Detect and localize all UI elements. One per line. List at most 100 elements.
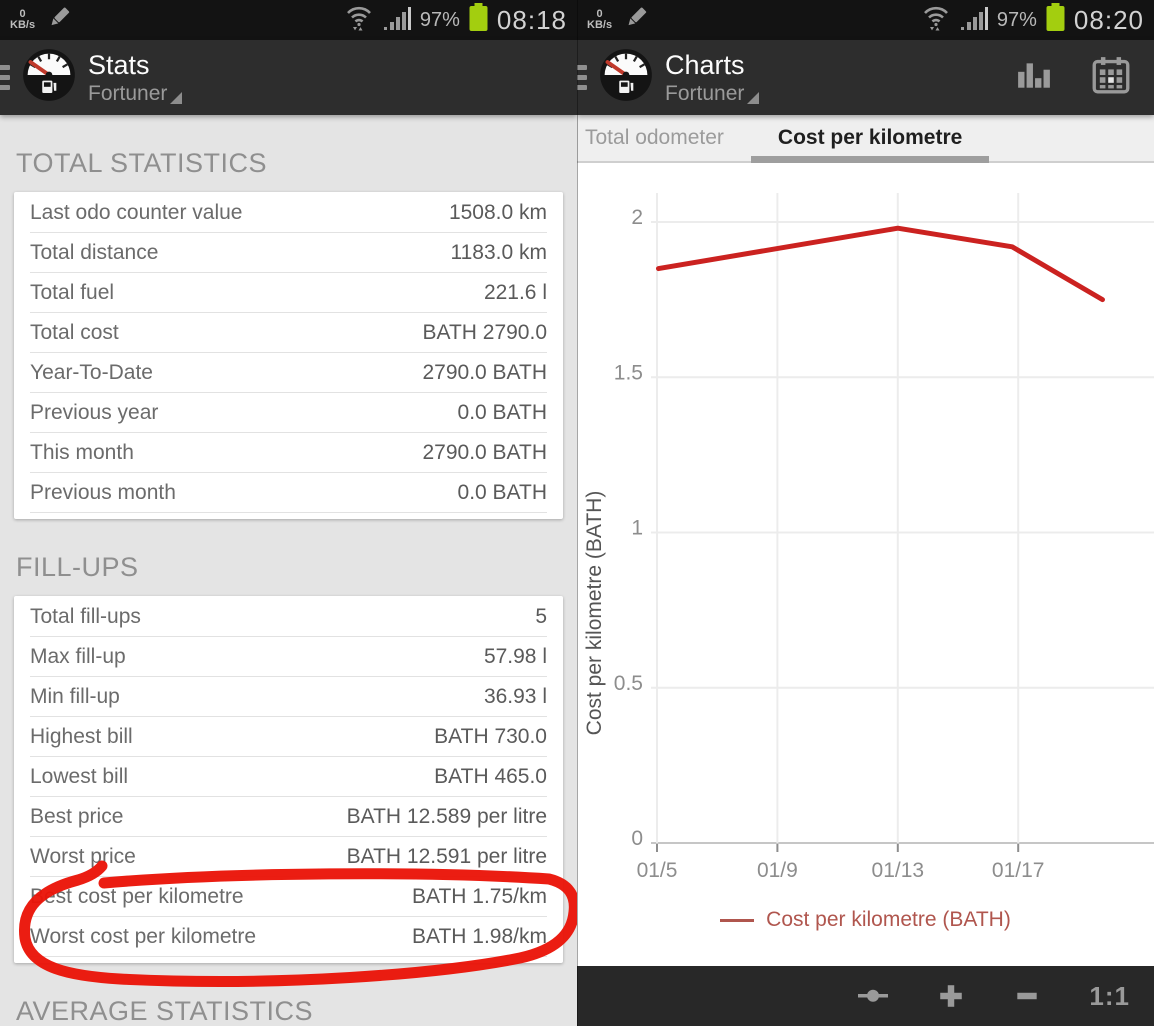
- stat-label: Lowest bill: [30, 764, 129, 788]
- stat-value: 1183.0 km: [450, 240, 548, 264]
- zoom-out-icon[interactable]: [1013, 982, 1041, 1010]
- network-speed-indicator: 0 KB/s: [10, 8, 36, 31]
- cost-per-kilometre-chart[interactable]: 0 0.5 1 1.5 2 01/5 01/9 01/13 01/17 Cost per kilo…: [577, 163, 1154, 966]
- chart-toolbar: 1:1: [577, 966, 1154, 1026]
- status-bar: 0 KB/s: [0, 0, 577, 40]
- stat-label: Max fill-up: [30, 644, 126, 668]
- svg-text:0: 0: [631, 827, 643, 850]
- svg-text:2: 2: [631, 206, 643, 229]
- status-bar: 0 KB/s: [577, 0, 1154, 40]
- clock-text: 08:20: [1073, 4, 1144, 35]
- calendar-icon[interactable]: [1092, 56, 1130, 99]
- stat-value: BATH 730.0: [434, 724, 547, 748]
- stat-row: Total fuel 221.6 l: [30, 273, 547, 313]
- data-pencil-icon: [624, 5, 648, 36]
- stat-label: Total distance: [30, 240, 159, 264]
- bar-chart-icon[interactable]: [1016, 59, 1052, 96]
- svg-text:Cost per kilometre (BATH): Cost per kilometre (BATH): [583, 491, 606, 736]
- stat-label: Previous year: [30, 400, 159, 424]
- wifi-icon: [344, 4, 374, 37]
- battery-percent-text: 97%: [419, 8, 460, 31]
- battery-icon: [469, 3, 488, 37]
- data-pencil-icon: [47, 5, 71, 36]
- stat-row: Previous month 0.0 BATH: [30, 473, 547, 513]
- stats-card: Last odo counter value 1508.0 km Total dis…: [14, 192, 563, 519]
- stat-label: Previous month: [30, 480, 176, 504]
- signal-strength-icon: [383, 5, 411, 36]
- stat-label: Best cost per kilometre: [30, 884, 244, 908]
- stat-label: Year-To-Date: [30, 360, 153, 384]
- stat-value: 2790.0 BATH: [422, 360, 547, 384]
- stat-label: Worst cost per kilometre: [30, 924, 257, 948]
- stat-value: BATH 12.591 per litre: [346, 844, 547, 868]
- stat-value: 1508.0 km: [448, 200, 547, 224]
- panel-divider: [577, 0, 578, 1026]
- stat-row: Highest bill BATH 730.0: [30, 717, 547, 757]
- charts-screen: 0 KB/s: [577, 0, 1154, 1026]
- stat-value: 36.93 l: [483, 684, 547, 708]
- stat-label: Total cost: [30, 320, 119, 344]
- chart-tabs: Total odometer Cost per kilometre: [577, 115, 1154, 163]
- stat-value: 0.0 BATH: [457, 480, 547, 504]
- stat-label: Last odo counter value: [30, 200, 243, 224]
- stat-value: 5: [535, 604, 547, 628]
- wifi-icon: [921, 4, 951, 37]
- chart-legend: Cost per kilometre (BATH): [577, 908, 1154, 932]
- stat-value: BATH 12.589 per litre: [346, 804, 547, 828]
- stat-value: 221.6 l: [483, 280, 547, 304]
- app-bar: Charts Fortuner: [577, 40, 1154, 115]
- svg-text:01/17: 01/17: [992, 859, 1045, 882]
- stat-row: Year-To-Date 2790.0 BATH: [30, 353, 547, 393]
- battery-percent-text: 97%: [996, 8, 1037, 31]
- section-title: FILL-UPS: [16, 552, 139, 582]
- svg-text:1: 1: [631, 517, 643, 540]
- stat-value: 0.0 BATH: [457, 400, 547, 424]
- signal-strength-icon: [960, 5, 988, 36]
- stat-value: 2790.0 BATH: [422, 440, 547, 464]
- stat-label: Total fuel: [30, 280, 115, 304]
- tab-total-odometer[interactable]: Total odometer: [585, 126, 724, 149]
- stat-label: Highest bill: [30, 724, 133, 748]
- stat-row: Best price BATH 12.589 per litre: [30, 797, 547, 837]
- stat-value: BATH 465.0: [434, 764, 547, 788]
- legend-label: Cost per kilometre (BATH): [766, 908, 1011, 931]
- stats-screen: 0 KB/s: [0, 0, 577, 1026]
- reset-zoom-button[interactable]: 1:1: [1089, 980, 1130, 1011]
- dropdown-triangle-icon: [170, 91, 183, 104]
- fuel-gauge-logo-icon[interactable]: [22, 48, 76, 107]
- page-title: Stats: [88, 49, 150, 80]
- focus-point-icon[interactable]: [857, 982, 889, 1010]
- stat-value: BATH 2790.0: [422, 320, 547, 344]
- menu-icon[interactable]: [577, 65, 587, 90]
- section-title: TOTAL STATISTICS: [16, 148, 268, 178]
- tab-cost-per-kilometre[interactable]: Cost per kilometre: [750, 115, 990, 163]
- stat-value: BATH 1.75/km: [412, 884, 547, 908]
- svg-text:01/9: 01/9: [757, 859, 798, 882]
- svg-text:01/13: 01/13: [872, 859, 925, 882]
- vehicle-selector[interactable]: Fortuner: [665, 83, 760, 104]
- stat-value: 57.98 l: [483, 644, 547, 668]
- vehicle-selector[interactable]: Fortuner: [88, 83, 183, 104]
- zoom-in-icon[interactable]: [937, 982, 965, 1010]
- stats-scroll-area[interactable]: TOTAL STATISTICS Last odo counter value 15…: [0, 115, 577, 1026]
- page-title: Charts: [665, 49, 745, 80]
- stat-label: Worst price: [30, 844, 136, 868]
- stat-row: Previous year 0.0 BATH: [30, 393, 547, 433]
- stat-label: This month: [30, 440, 134, 464]
- stat-row: Total distance 1183.0 km: [30, 233, 547, 273]
- fuel-gauge-logo-icon[interactable]: [599, 48, 653, 107]
- svg-text:1.5: 1.5: [614, 361, 643, 384]
- stat-label: Min fill-up: [30, 684, 120, 708]
- stat-row: Max fill-up 57.98 l: [30, 637, 547, 677]
- legend-line-swatch: [720, 918, 755, 922]
- menu-icon[interactable]: [0, 65, 10, 90]
- battery-icon: [1046, 3, 1065, 37]
- stat-label: Best price: [30, 804, 124, 828]
- stat-row: This month 2790.0 BATH: [30, 433, 547, 473]
- stat-row: Min fill-up 36.93 l: [30, 677, 547, 717]
- stat-row: Last odo counter value 1508.0 km: [30, 193, 547, 233]
- stats-card: Total fill-ups 5 Max fill-up 57.98 l Min fil…: [14, 596, 563, 963]
- stat-label: Total fill-ups: [30, 604, 141, 628]
- stat-row: Best cost per kilometre BATH 1.75/km: [30, 877, 547, 917]
